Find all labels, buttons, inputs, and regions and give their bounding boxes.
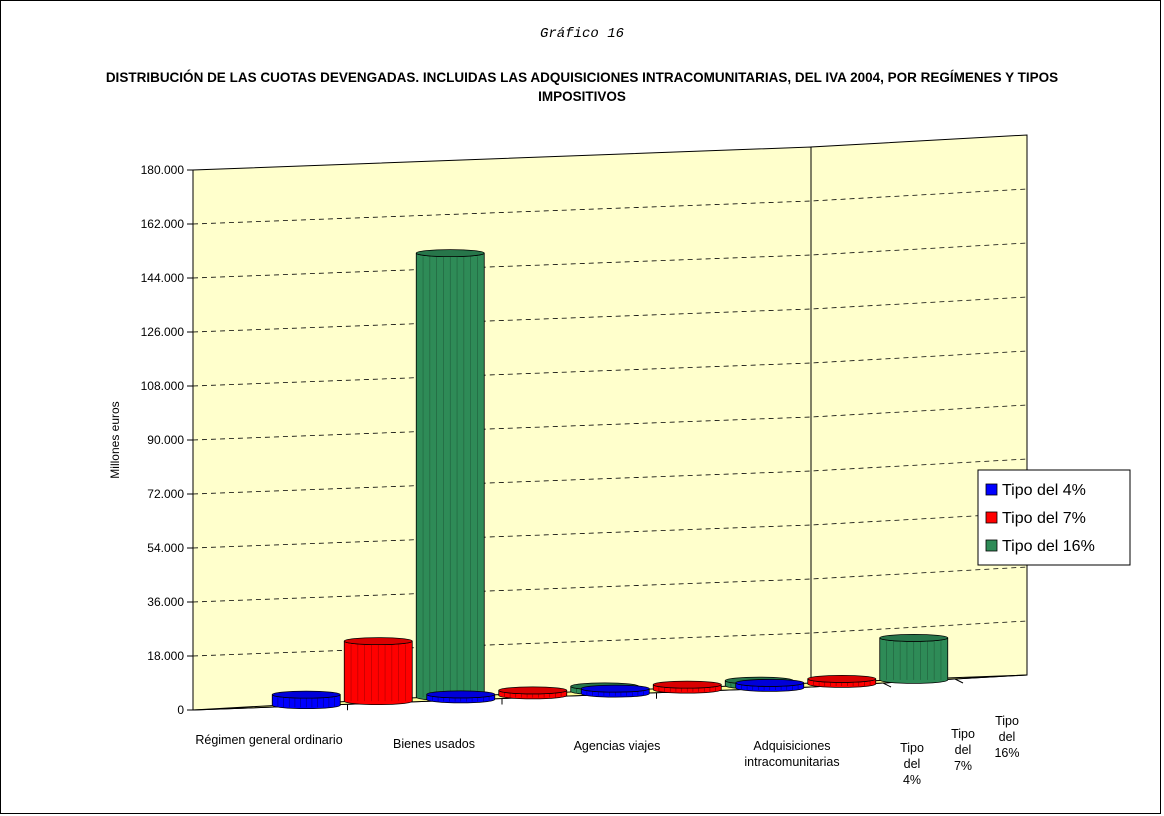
bar-3-4 xyxy=(879,633,949,684)
series-axis: Tipo del 4% Tipo del 7% Tipo del 16% xyxy=(882,678,1020,787)
bar-top xyxy=(652,680,722,689)
legend-label: Tipo del 4% xyxy=(1002,482,1086,499)
series-axis-label-line: del xyxy=(999,730,1016,744)
x-tick-label-line: intracomunitarias xyxy=(744,755,839,769)
series-tick-mark xyxy=(882,682,892,688)
series-axis-label-line: del xyxy=(904,757,921,771)
series-axis-label-line: Tipo xyxy=(995,714,1019,728)
y-tick-label: 90.000 xyxy=(147,433,184,447)
back-wall xyxy=(810,134,1028,688)
bar-1-4 xyxy=(735,678,805,692)
y-axis: 0 18.000 36.000 54.000 72.000 90.000 108.000 12… xyxy=(141,163,193,717)
x-tick-label: Agencias viajes xyxy=(574,739,661,753)
legend: Tipo del 4% Tipo del 7% Tipo del 16% xyxy=(977,469,1131,566)
chart-title: DISTRIBUCIÓN DE LAS CUOTAS DEVENGADAS. I… xyxy=(105,70,1059,104)
y-tick-label: 144.000 xyxy=(141,271,185,285)
bar-1-3 xyxy=(580,684,650,698)
bar-top xyxy=(498,686,568,695)
figure-caption: Gráfico 16 xyxy=(539,26,624,42)
x-tick-label: Bienes usados xyxy=(393,737,475,751)
series-axis-label: Tipo del 4% xyxy=(900,741,924,787)
bar-top xyxy=(580,684,650,693)
legend-box xyxy=(977,469,1131,566)
bar-3-1 xyxy=(415,249,485,702)
bar-top xyxy=(343,637,413,646)
bar-top xyxy=(271,690,341,699)
x-axis: Régimen general ordinario Bienes usados Ag… xyxy=(195,692,840,769)
bar-1-1 xyxy=(271,690,341,710)
series-axis-label-line: 7% xyxy=(954,759,972,773)
series-axis-label-line: 4% xyxy=(903,773,921,787)
bar-2-4 xyxy=(807,674,877,688)
bar-1-2 xyxy=(426,690,496,704)
chart-walls xyxy=(192,134,1028,711)
series-axis-label-line: Tipo xyxy=(951,727,975,741)
x-tick-label: Régimen general ordinario xyxy=(195,733,342,747)
bar-top xyxy=(415,249,485,258)
y-axis-label: Millones euros xyxy=(108,401,122,478)
bar-2-3 xyxy=(652,680,722,694)
legend-swatch xyxy=(985,539,998,552)
bar-2-2 xyxy=(498,686,568,700)
y-tick-label: 54.000 xyxy=(147,541,184,555)
y-tick-label: 162.000 xyxy=(141,217,185,231)
bar-top xyxy=(426,690,496,699)
x-tick-label: Adquisiciones intracomunitarias xyxy=(744,739,839,769)
y-tick-label: 18.000 xyxy=(147,649,184,663)
series-axis-label-line: 16% xyxy=(994,746,1019,760)
series-axis-label-line: del xyxy=(955,743,972,757)
y-tick-label: 108.000 xyxy=(141,379,185,393)
legend-label: Tipo del 7% xyxy=(1002,510,1086,527)
legend-swatch xyxy=(985,483,998,496)
y-tick-label: 0 xyxy=(177,703,184,717)
bar-top xyxy=(735,678,805,687)
series-axis-label: Tipo del 7% xyxy=(951,727,975,773)
chart-bars xyxy=(271,249,949,710)
x-tick-label-line: Adquisiciones xyxy=(753,739,830,753)
series-axis-label: Tipo del 16% xyxy=(994,714,1019,760)
y-tick-label: 72.000 xyxy=(147,487,184,501)
bar-2-1 xyxy=(343,637,413,706)
legend-swatch xyxy=(985,511,998,524)
y-tick-label: 180.000 xyxy=(141,163,185,177)
legend-label: Tipo del 16% xyxy=(1002,538,1095,555)
bar-top xyxy=(879,633,949,642)
series-axis-label-line: Tipo xyxy=(900,741,924,755)
y-tick-label: 126.000 xyxy=(141,325,185,339)
bar-top xyxy=(807,674,877,683)
series-tick-mark xyxy=(954,678,964,684)
y-tick-label: 36.000 xyxy=(147,595,184,609)
